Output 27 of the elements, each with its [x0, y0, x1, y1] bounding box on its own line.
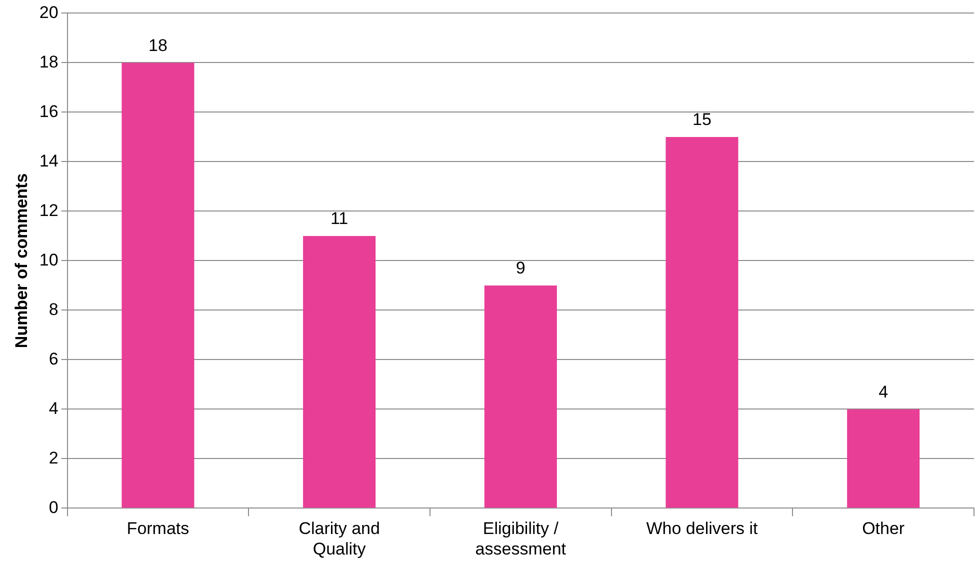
y-tick-label: 2: [48, 448, 58, 468]
data-label: 4: [878, 382, 888, 402]
x-tick-label: Clarity and Quality: [298, 519, 380, 558]
y-tick-label: 16: [39, 102, 58, 121]
y-tick-label: 18: [39, 52, 58, 72]
x-tick-label: Eligibility / assessment: [475, 519, 566, 558]
bar: [847, 409, 920, 508]
y-tick-label: 12: [39, 200, 58, 220]
y-tick-label: 20: [39, 2, 58, 22]
data-label: 11: [330, 209, 348, 228]
bar: [484, 285, 557, 508]
bar: [666, 136, 738, 508]
y-tick-label: 0: [48, 498, 58, 517]
x-tick-label: Formats: [126, 519, 190, 538]
bar: [303, 236, 376, 508]
y-tick-label: 10: [39, 250, 58, 270]
y-tick-label: 14: [39, 151, 58, 170]
data-label: 15: [692, 110, 712, 130]
bar: [122, 62, 194, 508]
x-tick-label: Other: [862, 519, 905, 538]
y-axis-title: Number of comments: [12, 173, 31, 348]
data-label: 18: [148, 36, 168, 55]
data-label: 9: [516, 258, 526, 278]
y-tick-label: 6: [48, 349, 58, 368]
y-tick-label: 8: [48, 300, 58, 319]
x-tick-label: Who delivers it: [646, 519, 758, 538]
y-tick-label: 4: [48, 398, 58, 418]
